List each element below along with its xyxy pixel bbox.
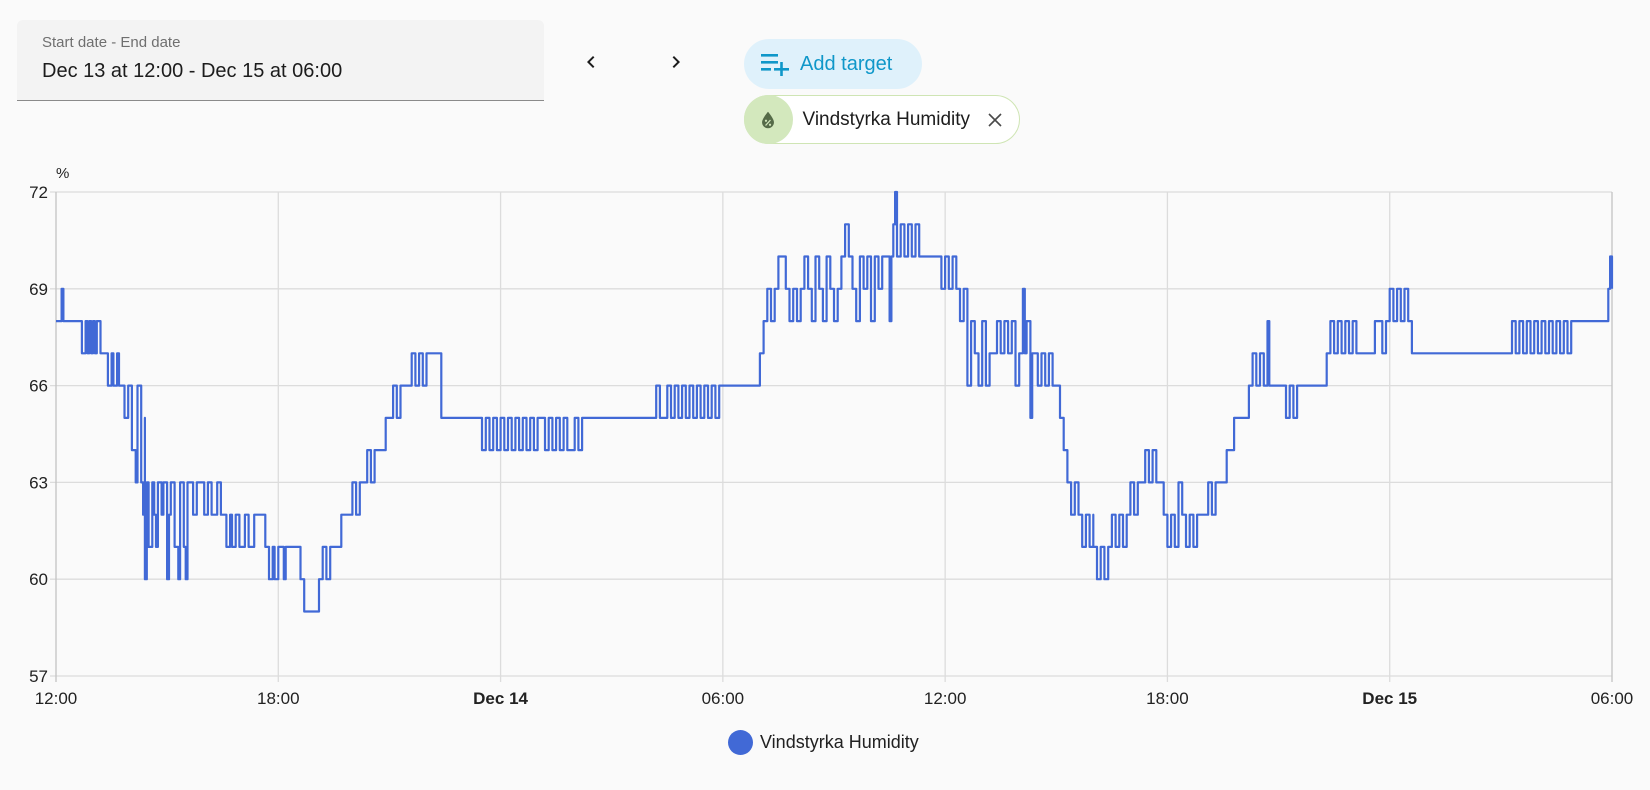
playlist-plus-icon (761, 54, 789, 76)
y-tick-label: 69 (29, 280, 48, 299)
y-tick-label: 60 (29, 570, 48, 589)
y-tick-label: 63 (29, 473, 48, 492)
date-range-value: Dec 13 at 12:00 - Dec 15 at 06:00 (42, 60, 343, 82)
date-range-label: Start date - End date (42, 34, 181, 51)
legend-label: Vindstyrka Humidity (760, 732, 919, 752)
y-tick-label: 66 (29, 377, 48, 396)
x-tick-label: Dec 14 (473, 689, 528, 708)
water-percent-icon (743, 95, 793, 144)
y-axis: 57 60 63 66 69 72% (29, 165, 69, 686)
remove-target-button[interactable] (985, 110, 1005, 130)
chevron-right-icon (672, 56, 680, 68)
x-axis: 12:00 18:00 Dec 14 06:00 12:00 18:00 Dec 15 06:… (35, 689, 1634, 708)
legend-color-swatch (728, 730, 753, 755)
close-icon (988, 112, 1002, 127)
date-range-picker[interactable]: Start date - End date Dec 13 at 12:00 - … (17, 20, 544, 101)
add-target-button[interactable]: Add target (744, 39, 922, 89)
x-tick-label: Dec 15 (1362, 689, 1417, 708)
target-chip-label: Vindstyrka Humidity (802, 108, 971, 130)
x-tick-label: 18:00 (1146, 689, 1189, 708)
y-axis-unit: % (56, 165, 69, 182)
humidity-series-line[interactable] (56, 190, 1614, 613)
x-tick-label: 12:00 (35, 689, 78, 708)
add-target-label: Add target (800, 52, 893, 75)
x-tick-label: 18:00 (257, 689, 300, 708)
y-tick-label: 72 (29, 183, 48, 202)
previous-period-button[interactable] (571, 42, 611, 82)
y-tick-label: 57 (29, 667, 48, 686)
chevron-left-icon (587, 56, 595, 68)
target-chip[interactable]: Vindstyrka Humidity (743, 95, 1020, 144)
legend-item-vindstyrka-humidity[interactable]: Vindstyrka Humidity (728, 730, 919, 755)
x-tick-label: 06:00 (1591, 689, 1634, 708)
next-period-button[interactable] (656, 42, 696, 82)
x-tick-label: 06:00 (702, 689, 745, 708)
x-tick-label: 12:00 (924, 689, 967, 708)
